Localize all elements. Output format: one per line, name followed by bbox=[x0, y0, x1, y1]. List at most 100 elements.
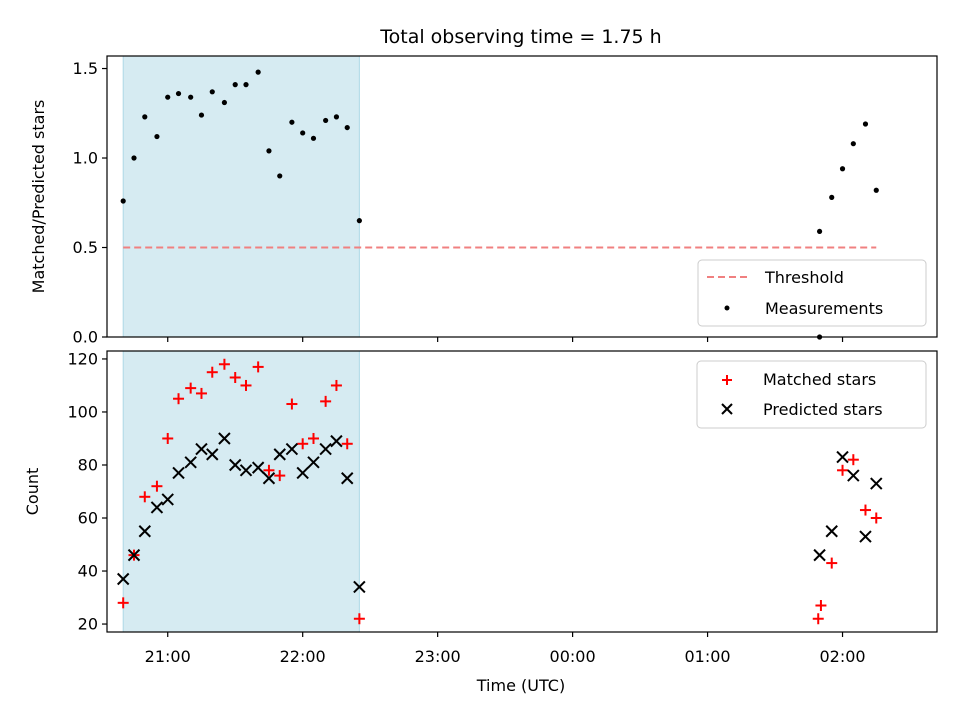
predicted-star-point bbox=[206, 448, 219, 461]
bottom-y-axis-label: Count bbox=[23, 468, 42, 516]
predicted-star-point bbox=[859, 530, 872, 543]
predicted-stars-points bbox=[116, 432, 883, 594]
predicted-star-point bbox=[319, 442, 332, 456]
y-tick-label: 0.0 bbox=[73, 328, 98, 347]
legend-measurements-swatch bbox=[724, 305, 730, 311]
predicted-star-point bbox=[127, 548, 141, 562]
measurement-point bbox=[839, 166, 846, 172]
bottom-x-axis-ticks: 21:00 22:00 23:00 00:00 01:00 02:00 bbox=[145, 632, 866, 666]
y-tick-label: 0.5 bbox=[73, 238, 98, 257]
measurement-point bbox=[310, 135, 317, 141]
matched-star-point bbox=[870, 512, 882, 524]
predicted-star-point bbox=[161, 493, 174, 506]
top-y-axis-ticks: 0.0 0.5 1.0 1.5 bbox=[73, 59, 107, 347]
measurement-point bbox=[188, 94, 194, 100]
measurement-point bbox=[289, 119, 295, 125]
measurement-point bbox=[344, 124, 350, 131]
matched-star-point bbox=[139, 491, 151, 503]
bottom-y-axis-ticks: 20 40 60 80 100 120 bbox=[67, 349, 107, 634]
legend-threshold-label: Threshold bbox=[764, 268, 844, 287]
measurement-point bbox=[277, 173, 283, 179]
matched-star-point bbox=[307, 432, 319, 444]
matched-star-point bbox=[815, 599, 827, 611]
matched-stars-points bbox=[117, 358, 882, 625]
observing-window-bottom bbox=[122, 350, 360, 633]
predicted-star-point bbox=[285, 442, 299, 456]
predicted-star-point bbox=[138, 525, 151, 538]
matched-star-point bbox=[320, 395, 332, 407]
predicted-star-point bbox=[273, 448, 286, 461]
legend-matched-swatch bbox=[722, 375, 732, 385]
x-axis-label: Time (UTC) bbox=[476, 676, 565, 695]
matched-star-point bbox=[297, 438, 309, 450]
predicted-star-point bbox=[251, 461, 265, 474]
measurement-point bbox=[154, 133, 160, 140]
x-tick-label: 22:00 bbox=[280, 647, 326, 666]
y-tick-label: 120 bbox=[67, 349, 98, 368]
predicted-star-point bbox=[229, 458, 242, 472]
bottom-legend: Matched stars Predicted stars bbox=[696, 360, 927, 429]
top-legend: Threshold Measurements bbox=[697, 259, 927, 327]
matched-star-point bbox=[195, 387, 207, 399]
predicted-star-point bbox=[870, 477, 883, 490]
y-tick-label: 1.5 bbox=[73, 59, 98, 78]
matched-star-point bbox=[151, 480, 163, 492]
x-tick-label: 00:00 bbox=[550, 647, 596, 666]
matched-star-point bbox=[274, 470, 286, 482]
predicted-star-point bbox=[150, 501, 164, 514]
measurement-point bbox=[142, 114, 148, 120]
measurement-point bbox=[816, 228, 823, 235]
measurement-point bbox=[255, 69, 261, 75]
measurement-point bbox=[243, 82, 249, 88]
predicted-star-point bbox=[172, 466, 185, 480]
predicted-star-point bbox=[218, 432, 231, 445]
predicted-star-point bbox=[341, 472, 354, 485]
y-tick-label: 20 bbox=[78, 615, 98, 634]
matched-star-point bbox=[826, 557, 838, 569]
measurement-point bbox=[829, 194, 835, 200]
predicted-star-point bbox=[353, 580, 366, 594]
top-y-axis-label: Matched/Predicted stars bbox=[29, 100, 48, 294]
y-tick-label: 80 bbox=[78, 455, 98, 474]
matched-star-point bbox=[286, 398, 298, 410]
measurement-point bbox=[300, 130, 306, 136]
measurement-point bbox=[266, 148, 272, 154]
matched-star-point bbox=[353, 613, 365, 625]
matched-star-point bbox=[847, 454, 859, 466]
matched-star-point bbox=[252, 361, 264, 373]
predicted-star-point bbox=[262, 472, 276, 485]
count-panel: 20 40 60 80 100 120 21:00 22:00 23:00 00:00 01:00… bbox=[23, 349, 938, 695]
measurement-point bbox=[209, 89, 215, 95]
predicted-star-point bbox=[330, 434, 343, 448]
matched-star-point bbox=[206, 366, 218, 378]
matched-star-point bbox=[229, 372, 241, 384]
predicted-star-point bbox=[116, 572, 130, 586]
ratio-panel: 0.0 0.5 1.0 1.5 Matched/Predicted stars Thr… bbox=[29, 55, 938, 347]
predicted-star-point bbox=[307, 456, 320, 469]
matched-star-point bbox=[173, 393, 185, 405]
predicted-star-point bbox=[836, 450, 849, 464]
matched-star-point bbox=[812, 613, 824, 625]
measurement-point bbox=[120, 198, 126, 204]
matched-star-point bbox=[218, 358, 230, 370]
top-x-axis-ticks bbox=[167, 337, 844, 342]
x-tick-label: 23:00 bbox=[415, 647, 461, 666]
measurement-point bbox=[323, 117, 329, 124]
legend-matched-label: Matched stars bbox=[763, 370, 876, 389]
measurement-point bbox=[850, 141, 856, 147]
y-tick-label: 40 bbox=[78, 562, 98, 581]
top-axes-frame bbox=[106, 55, 938, 338]
legend-measurements-label: Measurements bbox=[765, 299, 883, 318]
x-tick-label: 01:00 bbox=[685, 647, 731, 666]
chart-title: Total observing time = 1.75 h bbox=[379, 26, 661, 48]
predicted-star-point bbox=[184, 456, 197, 469]
top-legend-box bbox=[697, 259, 927, 327]
bottom-axes-frame bbox=[106, 350, 938, 633]
matched-star-point bbox=[859, 504, 871, 516]
matched-star-point bbox=[263, 464, 275, 476]
measurement-point bbox=[862, 121, 869, 127]
measurement-point bbox=[333, 114, 340, 120]
predicted-star-point bbox=[195, 442, 208, 456]
measurements-points bbox=[120, 69, 879, 340]
x-tick-label: 02:00 bbox=[819, 647, 865, 666]
